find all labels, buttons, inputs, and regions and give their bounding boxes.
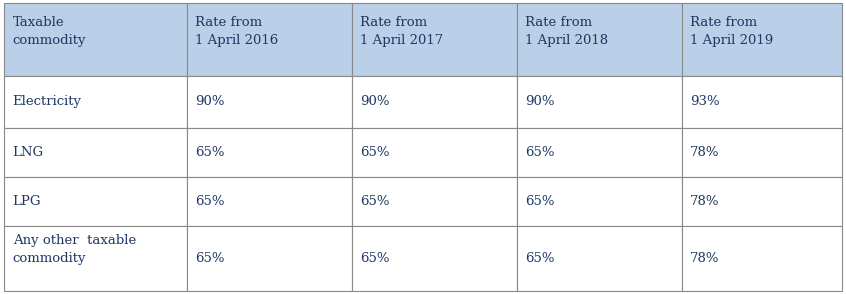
Text: 65%: 65% <box>195 146 225 159</box>
Text: Rate from
1 April 2019: Rate from 1 April 2019 <box>690 16 773 47</box>
Text: LNG: LNG <box>13 146 44 159</box>
Text: 65%: 65% <box>525 252 555 265</box>
Text: LPG: LPG <box>13 195 41 208</box>
Text: 65%: 65% <box>360 146 390 159</box>
Bar <box>682 76 842 128</box>
Bar <box>682 3 842 76</box>
Bar <box>4 128 187 177</box>
Text: 78%: 78% <box>690 252 720 265</box>
Text: 90%: 90% <box>195 95 225 108</box>
Text: Rate from
1 April 2017: Rate from 1 April 2017 <box>360 16 443 47</box>
Text: Rate from
1 April 2016: Rate from 1 April 2016 <box>195 16 278 47</box>
Bar <box>4 3 187 76</box>
Text: 90%: 90% <box>360 95 390 108</box>
Bar <box>187 3 352 76</box>
Bar <box>4 226 187 291</box>
Bar <box>352 226 517 291</box>
Bar <box>187 226 352 291</box>
Bar <box>682 128 842 177</box>
Text: 65%: 65% <box>195 195 225 208</box>
Bar <box>682 226 842 291</box>
Text: 65%: 65% <box>360 195 390 208</box>
Bar <box>517 3 682 76</box>
Bar <box>352 3 517 76</box>
Bar <box>352 128 517 177</box>
Text: Taxable
commodity: Taxable commodity <box>13 16 86 47</box>
Text: 65%: 65% <box>525 146 555 159</box>
Bar <box>187 76 352 128</box>
Text: 90%: 90% <box>525 95 555 108</box>
Bar <box>517 226 682 291</box>
Bar <box>352 177 517 226</box>
Bar <box>4 177 187 226</box>
Text: Electricity: Electricity <box>13 95 82 108</box>
Bar <box>187 128 352 177</box>
Bar <box>517 177 682 226</box>
Bar <box>682 177 842 226</box>
Bar <box>517 128 682 177</box>
Text: 65%: 65% <box>525 195 555 208</box>
Text: 65%: 65% <box>195 252 225 265</box>
Bar <box>187 177 352 226</box>
Text: 65%: 65% <box>360 252 390 265</box>
Text: Any other  taxable
commodity: Any other taxable commodity <box>13 233 136 265</box>
Text: 93%: 93% <box>690 95 720 108</box>
Bar <box>352 76 517 128</box>
Bar <box>517 76 682 128</box>
Text: Rate from
1 April 2018: Rate from 1 April 2018 <box>525 16 608 47</box>
Text: 78%: 78% <box>690 195 720 208</box>
Bar <box>4 76 187 128</box>
Text: 78%: 78% <box>690 146 720 159</box>
